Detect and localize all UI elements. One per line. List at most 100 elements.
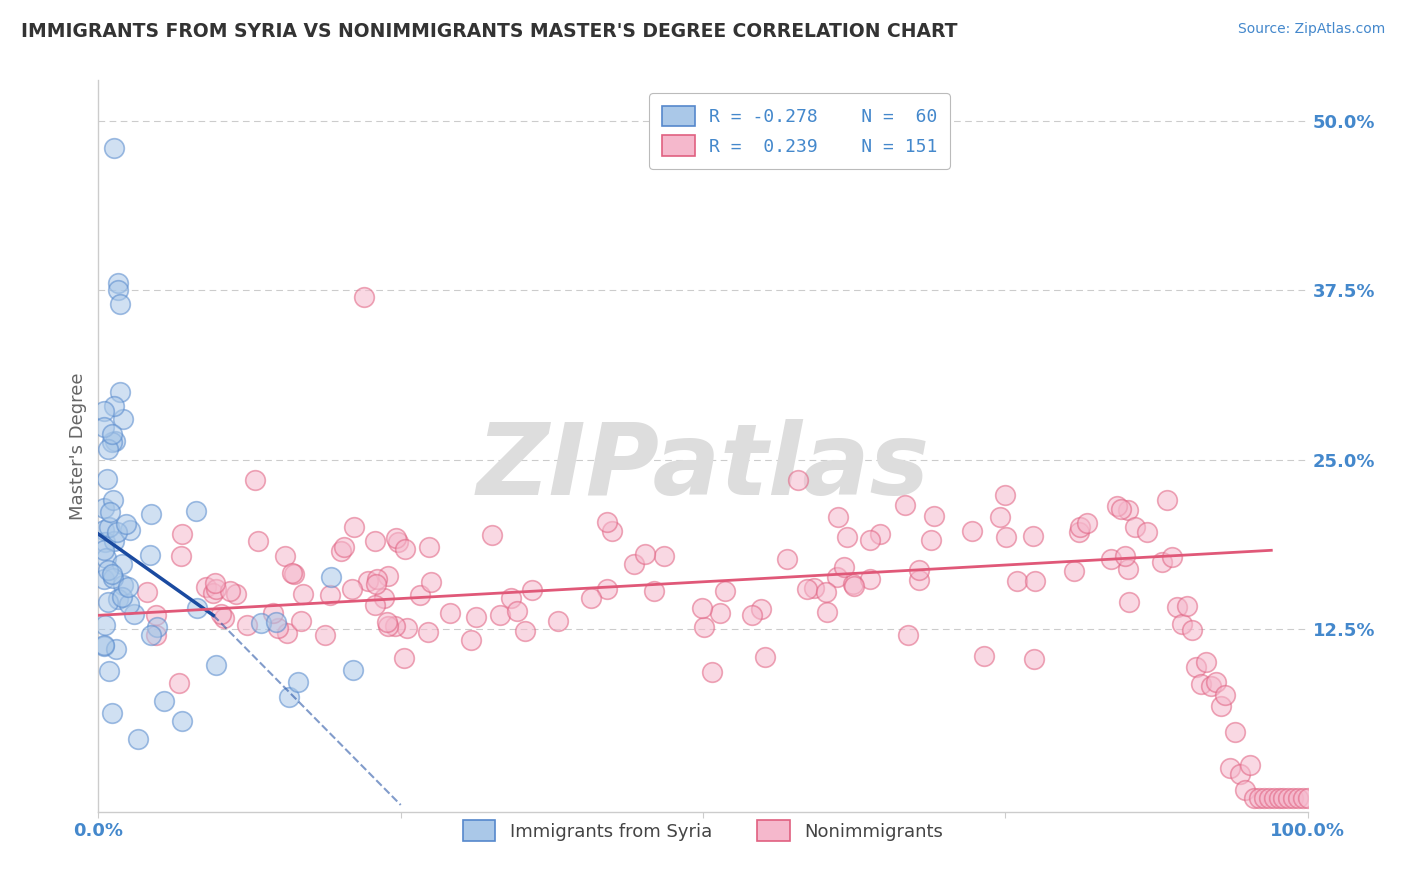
Point xyxy=(1229,767,1251,781)
Point xyxy=(460,633,482,648)
Text: Source: ZipAtlas.com: Source: ZipAtlas.com xyxy=(1237,22,1385,37)
Point xyxy=(1277,791,1299,805)
Point xyxy=(1099,552,1122,566)
Point xyxy=(1215,688,1237,702)
Point xyxy=(962,524,984,539)
Point xyxy=(897,628,920,642)
Point xyxy=(127,731,149,746)
Legend: Immigrants from Syria, Nonimmigrants: Immigrants from Syria, Nonimmigrants xyxy=(454,812,952,850)
Point xyxy=(1118,595,1140,609)
Point xyxy=(366,572,388,586)
Point xyxy=(204,576,226,591)
Point xyxy=(117,598,139,612)
Point xyxy=(108,297,131,311)
Point xyxy=(93,404,115,418)
Point xyxy=(1114,549,1136,563)
Point xyxy=(392,650,415,665)
Point xyxy=(1272,791,1295,805)
Point xyxy=(135,585,157,599)
Point xyxy=(596,516,619,530)
Point xyxy=(101,571,124,585)
Point xyxy=(835,530,858,544)
Point xyxy=(377,568,399,582)
Point xyxy=(276,626,298,640)
Point xyxy=(579,591,602,605)
Point xyxy=(1123,520,1146,534)
Point xyxy=(364,533,387,548)
Point xyxy=(973,648,995,663)
Point xyxy=(623,558,645,572)
Point xyxy=(97,594,120,608)
Point xyxy=(184,504,207,518)
Point xyxy=(314,627,336,641)
Point xyxy=(357,574,380,588)
Point xyxy=(1024,652,1046,666)
Point xyxy=(1253,791,1275,805)
Point xyxy=(236,617,259,632)
Point xyxy=(1243,791,1265,805)
Point xyxy=(101,493,124,508)
Point xyxy=(287,674,309,689)
Point xyxy=(321,569,343,583)
Point xyxy=(103,141,125,155)
Point xyxy=(418,540,440,554)
Point xyxy=(385,531,408,545)
Point xyxy=(225,587,247,601)
Point xyxy=(749,602,772,616)
Point xyxy=(1175,599,1198,613)
Point xyxy=(318,588,340,602)
Point xyxy=(97,520,120,534)
Point xyxy=(396,621,419,635)
Point xyxy=(1223,724,1246,739)
Point xyxy=(93,543,115,558)
Point xyxy=(1239,758,1261,772)
Point xyxy=(1185,660,1208,674)
Point xyxy=(281,566,304,581)
Point xyxy=(547,614,569,628)
Point xyxy=(387,535,409,549)
Point xyxy=(1282,791,1305,805)
Point xyxy=(1219,761,1241,775)
Point xyxy=(167,676,190,690)
Point xyxy=(869,527,891,541)
Point xyxy=(994,488,1017,502)
Point xyxy=(652,549,675,564)
Point xyxy=(353,290,375,304)
Point xyxy=(1067,524,1090,539)
Point xyxy=(96,472,118,486)
Text: ZIPatlas: ZIPatlas xyxy=(477,419,929,516)
Point xyxy=(93,523,115,537)
Point xyxy=(375,615,398,629)
Point xyxy=(1249,791,1271,805)
Point xyxy=(122,607,145,621)
Point xyxy=(384,619,406,633)
Point xyxy=(690,600,713,615)
Point xyxy=(418,624,440,639)
Point xyxy=(100,706,122,721)
Point xyxy=(245,473,267,487)
Point xyxy=(100,567,122,582)
Point xyxy=(520,582,543,597)
Point xyxy=(152,694,174,708)
Point xyxy=(1069,520,1091,534)
Point xyxy=(1109,502,1132,516)
Point xyxy=(108,384,131,399)
Point xyxy=(120,524,142,538)
Point xyxy=(1161,550,1184,565)
Point xyxy=(924,508,946,523)
Point xyxy=(796,582,818,597)
Point xyxy=(506,604,529,618)
Point xyxy=(94,618,117,632)
Point xyxy=(920,533,942,548)
Point xyxy=(93,638,115,652)
Point xyxy=(98,505,121,519)
Point xyxy=(988,510,1011,524)
Point xyxy=(488,607,510,622)
Point xyxy=(277,690,299,705)
Point xyxy=(170,714,193,728)
Point xyxy=(262,606,284,620)
Point xyxy=(186,600,208,615)
Point xyxy=(103,399,125,413)
Point xyxy=(634,547,657,561)
Point xyxy=(93,639,115,653)
